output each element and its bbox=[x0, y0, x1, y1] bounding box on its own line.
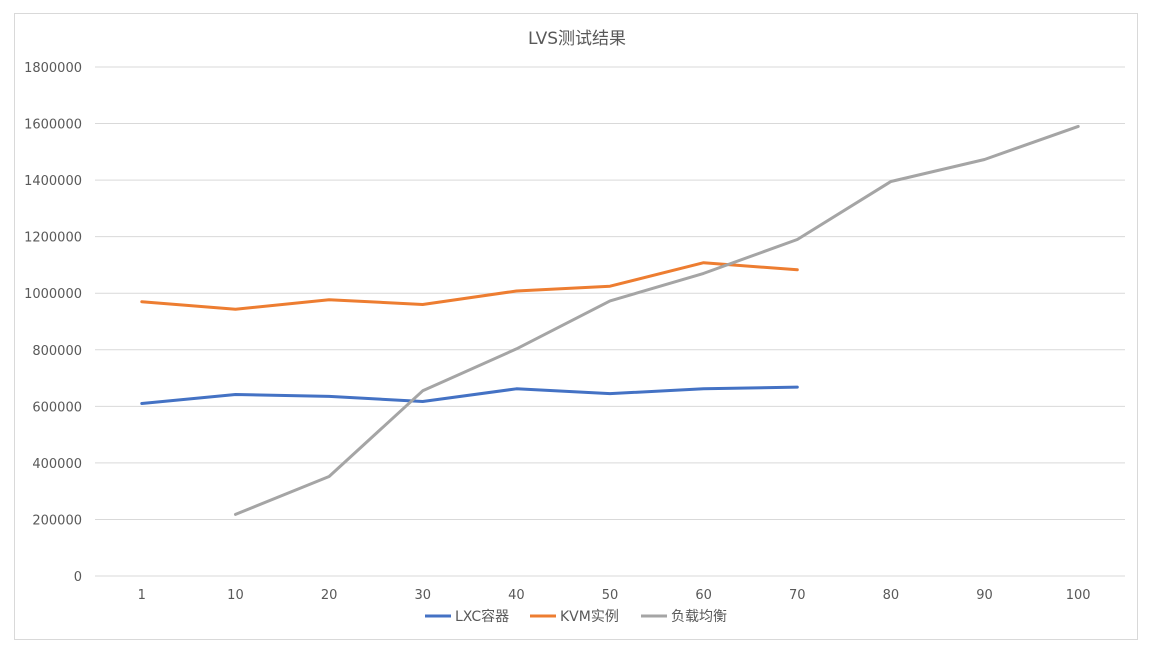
series-line-3 bbox=[234, 124, 1080, 516]
x-tick-label: 50 bbox=[602, 588, 619, 603]
x-tick-label: 70 bbox=[789, 588, 806, 603]
legend: LXC容器 KVM实例 负载均衡 bbox=[425, 608, 727, 625]
legend-label: LXC容器 bbox=[455, 608, 509, 625]
series-line-2 bbox=[140, 261, 799, 311]
x-tick-label: 30 bbox=[414, 588, 431, 603]
legend-label: 负载均衡 bbox=[671, 609, 727, 625]
series-line-1 bbox=[140, 385, 799, 405]
y-tick-label: 0 bbox=[74, 570, 82, 585]
y-tick-label: 1800000 bbox=[24, 61, 82, 76]
x-tick-label: 20 bbox=[321, 588, 338, 603]
y-tick-label: 400000 bbox=[32, 457, 82, 472]
x-axis-tick-labels: 1 10 20 30 40 50 60 70 80 90 100 bbox=[138, 588, 1091, 603]
y-tick-label: 200000 bbox=[32, 513, 82, 528]
y-tick-label: 1400000 bbox=[24, 174, 82, 189]
x-tick-label: 80 bbox=[883, 588, 900, 603]
x-tick-label: 1 bbox=[138, 588, 146, 603]
y-tick-label: 800000 bbox=[32, 344, 82, 359]
x-tick-label: 10 bbox=[227, 588, 244, 603]
y-tick-label: 1200000 bbox=[24, 231, 82, 246]
x-tick-label: 90 bbox=[976, 588, 993, 603]
x-tick-label: 100 bbox=[1066, 588, 1091, 603]
y-axis-tick-labels: 0 200000 400000 600000 800000 1000000 1200000 1… bbox=[24, 61, 82, 585]
chart-title: LVS测试结果 bbox=[528, 29, 626, 49]
y-tick-label: 1600000 bbox=[24, 118, 82, 133]
gridlines bbox=[95, 66, 1125, 577]
y-tick-label: 1000000 bbox=[24, 287, 82, 302]
x-tick-label: 60 bbox=[695, 588, 712, 603]
legend-label: KVM实例 bbox=[560, 609, 619, 625]
y-tick-label: 600000 bbox=[32, 400, 82, 415]
x-tick-label: 40 bbox=[508, 588, 525, 603]
line-chart: LVS测试结果 0 200000 400000 600000 800000 1000000… bbox=[24, 29, 1125, 625]
series-lines bbox=[140, 124, 1080, 516]
chart-frame: LVS测试结果 0 200000 400000 600000 800000 1000000… bbox=[14, 13, 1138, 640]
